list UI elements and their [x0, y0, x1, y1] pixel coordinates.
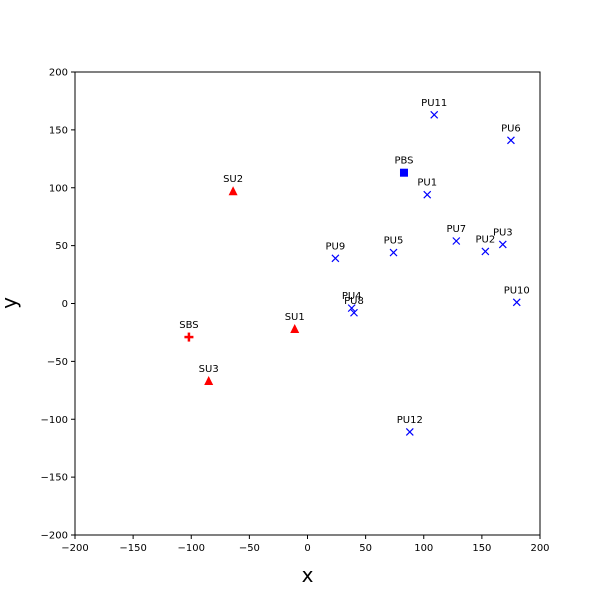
axes: −200 −150 −100 −50 0 50 100 150 200 −200 −150 −100 −… [41, 68, 550, 555]
point-label-pu4: PU4 [342, 291, 362, 302]
marker-su2 [228, 186, 238, 196]
y-tick-label: 150 [49, 125, 68, 136]
y-tick-label: −200 [41, 531, 68, 542]
marker-pu10 [512, 298, 521, 307]
point-label-pu1: PU1 [417, 178, 437, 189]
point-label-pu8: PU8 [344, 296, 364, 307]
point-label-pu10: PU10 [504, 285, 530, 296]
x-tick-label: −100 [178, 543, 205, 554]
marker-pu6 [507, 136, 515, 145]
x-tick-label: 0 [304, 543, 310, 554]
marker-pu8 [350, 308, 358, 317]
point-label-pu7: PU7 [446, 224, 466, 235]
y-tick-label: 100 [49, 183, 68, 194]
marker-pu11 [430, 110, 439, 119]
x-tick-label: 100 [414, 543, 433, 554]
marker-pu12 [405, 428, 414, 436]
marker-pu1 [423, 190, 432, 199]
x-tick-label: −200 [61, 543, 88, 554]
marker-pu9 [331, 254, 340, 263]
point-label-pu2: PU2 [476, 234, 496, 245]
y-tick-label: −50 [47, 357, 68, 368]
marker-pu4 [347, 304, 356, 313]
point-label-su2: SU2 [223, 174, 243, 185]
y-tick-label: −100 [41, 415, 68, 426]
marker-pu3 [498, 240, 507, 249]
point-label-pu3: PU3 [493, 227, 513, 238]
y-tick-label: 0 [62, 299, 68, 310]
x-tick-label: 150 [472, 543, 491, 554]
marker-sbs [184, 332, 194, 342]
point-label-su3: SU3 [199, 364, 219, 375]
y-tick-label: 200 [49, 68, 68, 79]
point-label-su1: SU1 [285, 312, 305, 323]
marker-pu5 [389, 248, 398, 257]
point-label-pu9: PU9 [326, 241, 346, 252]
x-tick-label: 200 [530, 543, 549, 554]
point-label-sbs: SBS [179, 320, 198, 331]
y-axis-label: y [0, 297, 21, 309]
point-label-pu5: PU5 [384, 236, 404, 247]
marker-su1 [290, 323, 300, 333]
marker-su3 [204, 376, 214, 386]
point-label-pu12: PU12 [397, 415, 423, 426]
point-label-pu6: PU6 [501, 123, 521, 134]
marker-pu2 [481, 247, 490, 256]
plot-frame [74, 71, 541, 536]
point-label-pu11: PU11 [421, 98, 447, 109]
marker-pu7 [452, 237, 461, 245]
y-tick-label: 50 [55, 241, 68, 252]
marker-pbs [399, 168, 408, 177]
y-tick-label: −150 [41, 473, 68, 484]
x-axis-label: x [302, 563, 314, 587]
x-tick-label: −150 [119, 543, 146, 554]
x-tick-label: −50 [239, 543, 260, 554]
x-tick-label: 50 [359, 543, 372, 554]
point-label-pbs: PBS [394, 156, 413, 167]
